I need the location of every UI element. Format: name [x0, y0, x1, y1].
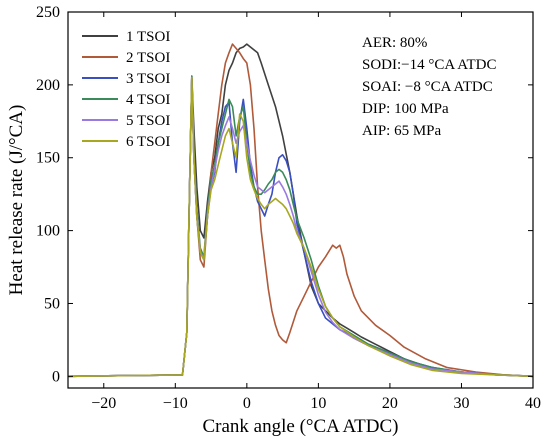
y-tick-label: 250 — [36, 4, 60, 21]
series-line-1 — [67, 43, 534, 378]
legend-label-6: 6 TSOI — [126, 134, 170, 150]
annotation-line: SOAI: −8 °CA ATDC — [362, 79, 493, 95]
series-line-6 — [67, 76, 534, 378]
x-axis-title: Crank angle (°CA ATDC) — [203, 416, 399, 437]
x-tick-label: 0 — [243, 395, 251, 412]
legend-label-1: 1 TSOI — [126, 29, 170, 45]
parameter-annotations: AER: 80% SODI:−14 °CA ATDC SOAI: −8 °CA AT… — [362, 35, 496, 139]
y-axis-title: Heat release rate (J/°CA) — [6, 105, 27, 296]
legend-label-2: 2 TSOI — [126, 50, 170, 66]
ticks-layer: −20 −10 0 10 20 30 40 0 50 100 150 200 250 — [36, 4, 541, 412]
x-tick-label: 10 — [310, 395, 326, 412]
y-tick-label: 200 — [36, 77, 60, 94]
x-tick-label: 20 — [382, 395, 398, 412]
legend-label-5: 5 TSOI — [126, 113, 170, 129]
legend-label-3: 3 TSOI — [126, 71, 170, 87]
annotation-line: SODI:−14 °CA ATDC — [362, 57, 496, 73]
series-layer — [67, 43, 534, 378]
y-tick-label: 100 — [36, 223, 60, 240]
annotation-line: AIP: 65 MPa — [362, 123, 442, 139]
plot-frame — [67, 11, 534, 389]
y-tick-label: 150 — [36, 150, 60, 167]
x-tick-label: 40 — [525, 395, 541, 412]
annotation-line: DIP: 100 MPa — [362, 101, 449, 117]
y-tick-label: 0 — [52, 368, 60, 385]
x-tick-label: −20 — [91, 395, 116, 412]
x-tick-label: 30 — [453, 395, 469, 412]
legend-label-4: 4 TSOI — [126, 92, 170, 108]
annotation-line: AER: 80% — [362, 35, 427, 51]
x-tick-label: −10 — [163, 395, 188, 412]
y-tick-label: 50 — [44, 295, 60, 312]
legend: 1 TSOI 2 TSOI 3 TSOI 4 TSOI 5 TSOI 6 TSOI — [82, 29, 170, 150]
